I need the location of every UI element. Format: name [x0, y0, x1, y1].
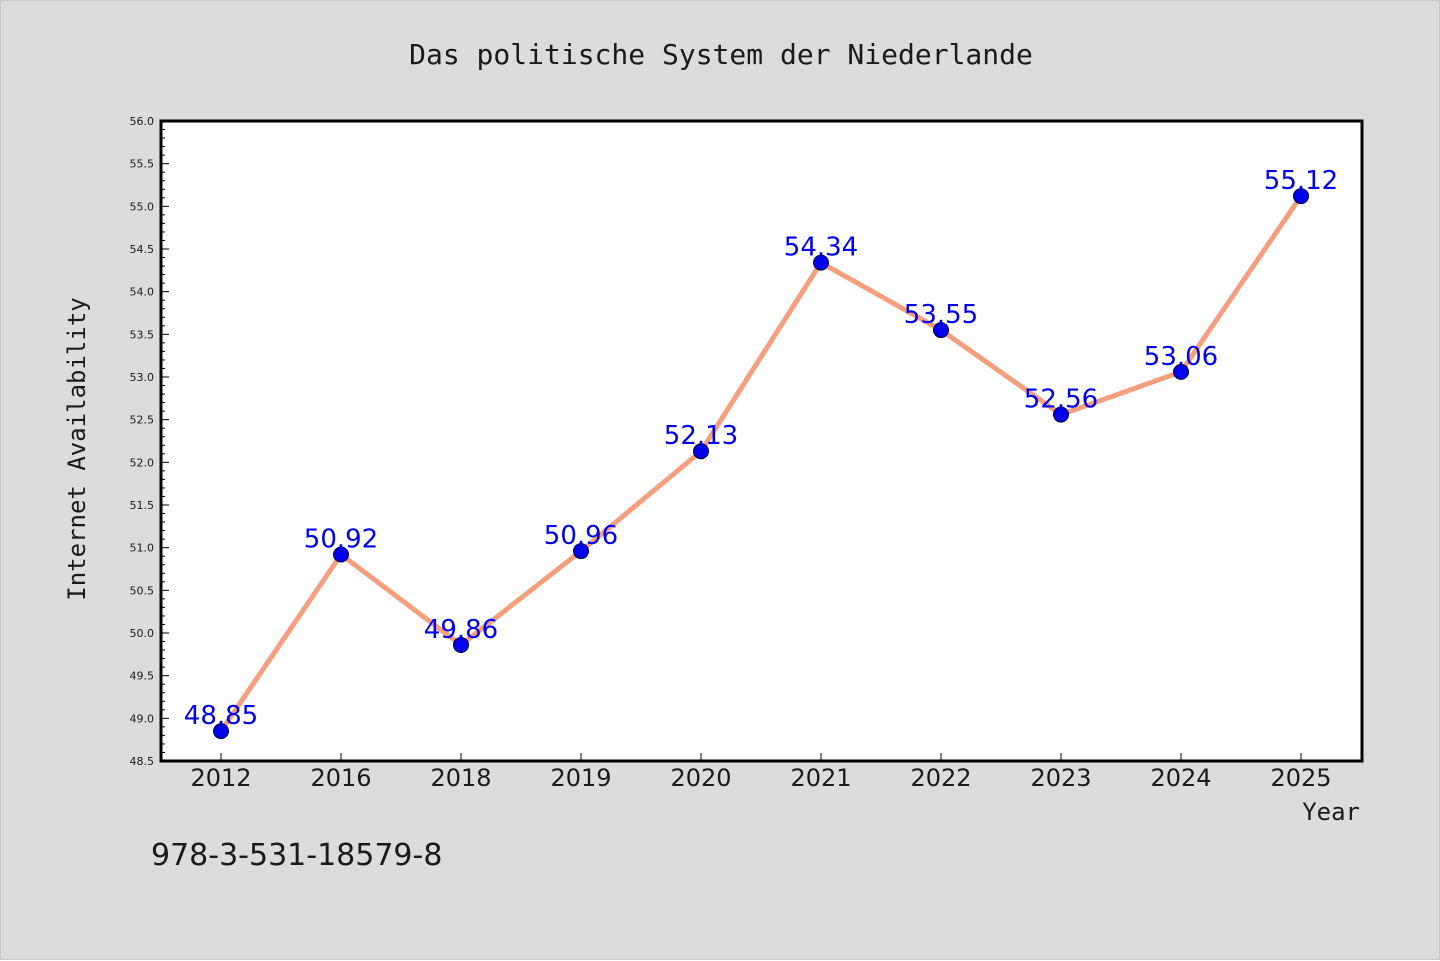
y-tick-label: 55.5 — [130, 158, 155, 171]
y-tick-label: 48.5 — [130, 755, 155, 768]
data-label: 53.06 — [1144, 342, 1218, 372]
y-tick-label: 54.0 — [130, 286, 155, 299]
y-tick-label: 53.0 — [130, 371, 155, 384]
y-tick-label: 54.5 — [130, 243, 155, 256]
data-point — [1293, 188, 1309, 205]
y-axis-label: Internet Availability — [63, 297, 91, 600]
data-point — [813, 254, 829, 271]
data-point — [573, 543, 589, 560]
data-label: 55.12 — [1264, 166, 1338, 196]
data-label: 52.13 — [664, 421, 738, 451]
x-tick-label: 2018 — [430, 764, 491, 792]
y-tick-label: 52.5 — [130, 414, 155, 427]
y-tick-label: 55.0 — [130, 200, 155, 213]
y-tick-label: 51.5 — [130, 499, 155, 512]
x-axis-label: Year — [1302, 798, 1360, 826]
data-point — [1053, 406, 1069, 423]
data-label: 48.85 — [184, 701, 258, 731]
x-tick-label: 2021 — [790, 764, 851, 792]
x-tick-label: 2025 — [1270, 764, 1331, 792]
data-label: 53.55 — [904, 300, 978, 330]
x-tick-label: 2020 — [670, 764, 731, 792]
x-axis-ticks: 2012 2016 2018 2019 2020 2021 2022 2023 2024 2025 — [190, 753, 1332, 792]
data-point — [333, 546, 349, 563]
series-group — [213, 188, 1309, 740]
y-tick-label: 56.0 — [130, 115, 155, 128]
data-labels: 48.85 50.92 49.86 50.96 52.13 54.34 53.55 52.56… — [184, 166, 1338, 731]
y-axis-ticks: 48.5 49.0 49.5 50.0 50.5 51.0 51.5 52.0 52.5 53.0… — [130, 115, 169, 768]
data-label: 49.86 — [424, 615, 498, 645]
data-label: 54.34 — [784, 233, 858, 263]
y-tick-label: 49.0 — [130, 712, 155, 725]
y-tick-label: 50.0 — [130, 627, 155, 640]
isbn-text: 978-3-531-18579-8 — [151, 838, 442, 873]
data-label: 50.92 — [304, 524, 378, 554]
y-tick-label: 51.0 — [130, 542, 155, 555]
y-tick-label: 49.5 — [130, 670, 155, 683]
x-tick-label: 2019 — [550, 764, 611, 792]
data-point — [453, 636, 469, 653]
y-tick-label: 52.0 — [130, 456, 155, 469]
x-tick-label: 2022 — [910, 764, 971, 792]
series-line — [218, 193, 1304, 734]
data-label: 52.56 — [1024, 385, 1098, 415]
plot-area — [159, 119, 1364, 763]
y-tick-label: 50.5 — [130, 584, 155, 597]
data-point — [693, 443, 709, 460]
x-tick-label: 2016 — [310, 764, 371, 792]
chart-title: Das politische System der Niederlande — [409, 38, 1033, 71]
x-tick-label: 2023 — [1030, 764, 1091, 792]
x-tick-label: 2024 — [1150, 764, 1211, 792]
data-point — [1173, 363, 1189, 380]
data-label: 50.96 — [544, 521, 618, 551]
x-tick-label: 2012 — [190, 764, 251, 792]
data-point — [933, 322, 949, 339]
y-tick-label: 53.5 — [130, 328, 155, 341]
data-point — [213, 723, 229, 740]
